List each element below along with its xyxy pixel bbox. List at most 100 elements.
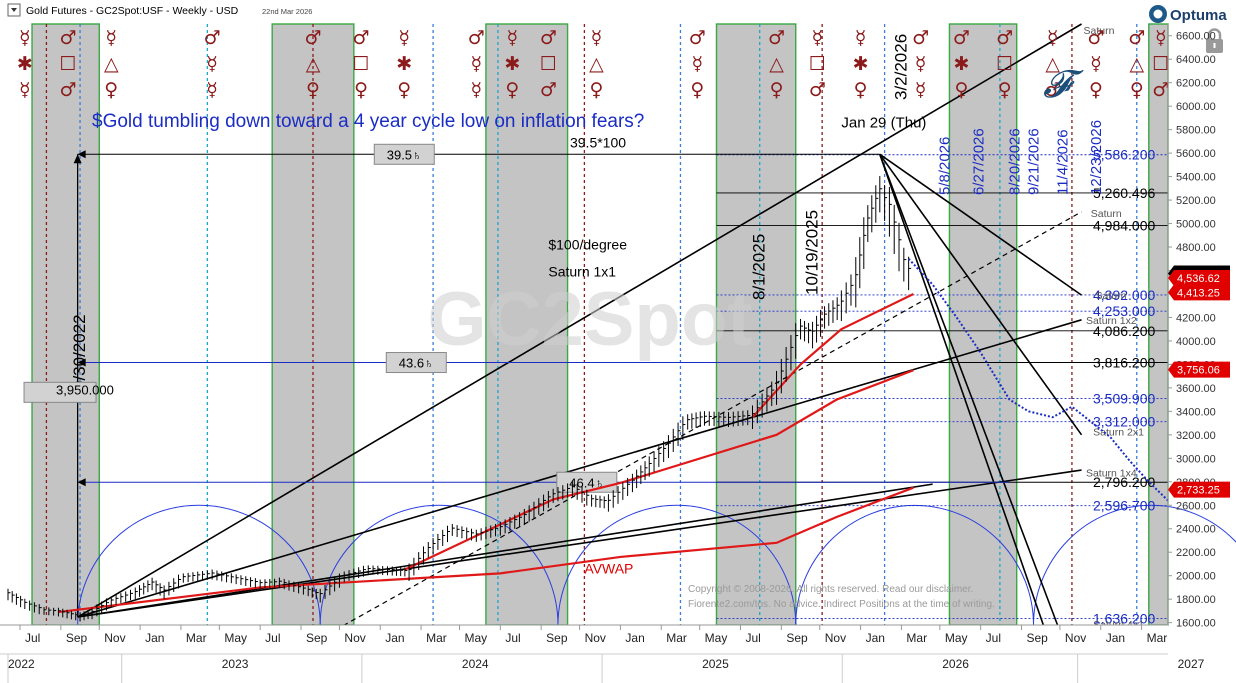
- astro-glyph-20-2: ♀: [1130, 79, 1144, 101]
- month-label-7: Sep: [306, 631, 328, 645]
- gann-line-3: [77, 483, 933, 618]
- astro-glyph-17-0: ♂: [996, 27, 1013, 49]
- header-date: 22nd Mar 2026: [262, 7, 312, 16]
- price-levels: 5,586.200 5,260.496 4,984.000 4,392.0004,25…: [716, 147, 1168, 626]
- vertical-date-5: 6/27/2026: [970, 128, 987, 195]
- annotation-2: $100/degree: [548, 236, 627, 252]
- month-label-2: Nov: [104, 631, 125, 645]
- astro-glyph-16-2: ♀: [954, 79, 968, 101]
- gann-line-6: [879, 153, 1083, 436]
- month-label-10: Mar: [426, 631, 447, 645]
- astro-glyph-3-1: ☿: [206, 53, 218, 75]
- astro-glyph-17-1: ☐: [996, 53, 1013, 75]
- price-tick-label-1: 1800.00: [1176, 594, 1216, 606]
- astro-glyph-0-2: ☿: [19, 79, 31, 101]
- astro-glyph-10-0: ☿: [591, 27, 603, 49]
- annotations: Jan 29 (Thu) 39.5*100 $100/degree Saturn 1x…: [23, 114, 926, 576]
- month-label-3: Jan: [145, 631, 164, 645]
- shaded-band-3: [715, 23, 797, 626]
- month-label-25: Sep: [1026, 631, 1048, 645]
- annotation-1: 39.5*100: [570, 134, 626, 150]
- astro-glyph-16-1: ✱: [953, 53, 969, 75]
- menu-icon[interactable]: [7, 3, 21, 17]
- header-title: Gold Futures - GC2Spot:USF - Weekly - US…: [26, 5, 239, 17]
- price-flag-bg-4: [1168, 481, 1230, 498]
- vertical-date-2: 10/19/2025: [803, 210, 822, 295]
- measure-arrow-1: [77, 358, 86, 367]
- astro-glyph-18-0: ☿: [1047, 27, 1059, 49]
- lock-icon[interactable]: [1206, 28, 1223, 54]
- astro-glyph-11-2: ♀: [690, 79, 704, 101]
- measure-label-0: 39.5♄: [387, 147, 422, 162]
- year-label-0: 2022: [8, 657, 35, 671]
- cycle-lines: [45, 24, 1138, 625]
- year-label-4: 2026: [942, 657, 969, 671]
- astro-glyph-15-0: ♂: [912, 27, 929, 49]
- optuma-logo: Optuma: [1149, 5, 1227, 24]
- price-tick-label-16: 4800.00: [1176, 242, 1216, 254]
- cycle-arc-4: [1033, 505, 1236, 626]
- cycle-arc-1: [319, 504, 559, 626]
- copyright-line-2: Fiorente2.com/tos. No advice. Indirect P…: [688, 599, 995, 610]
- astro-glyph-14-1: ✱: [853, 53, 869, 75]
- measure-box-1: [385, 352, 447, 374]
- astro-glyph-19-0: ♂: [1087, 27, 1104, 49]
- annotation-4: 3,950.000: [56, 382, 114, 397]
- price-level-label-1: 5,260.496: [1093, 185, 1155, 201]
- price-tick-label-7: 3000.00: [1176, 453, 1216, 465]
- price-tick-label-21: 5800.00: [1176, 125, 1216, 137]
- price-level-label-3: 4,392.000: [1093, 287, 1155, 303]
- price-level-label-5: 4,086.200: [1093, 323, 1155, 339]
- price-tick-label-19: 5400.00: [1176, 172, 1216, 184]
- astro-glyph-2-2: ♀: [104, 79, 118, 101]
- astro-glyph-21-2: ♂: [1152, 79, 1169, 101]
- header-bar: [0, 0, 1236, 22]
- month-label-18: Jul: [746, 631, 761, 645]
- month-label-13: Sep: [546, 631, 568, 645]
- astro-glyph-6-2: ♀: [397, 79, 411, 101]
- astro-glyph-2-0: ☿: [105, 27, 117, 49]
- vertical-date-0: 9/30/2022: [70, 314, 89, 390]
- astro-glyph-21-1: ☐: [1152, 53, 1169, 75]
- annotation-0: Jan 29 (Thu): [841, 114, 926, 131]
- astro-glyph-14-0: ☿: [855, 27, 867, 49]
- gann-line-8: [879, 154, 1054, 653]
- month-label-6: Jul: [265, 631, 280, 645]
- month-label-19: Sep: [786, 631, 808, 645]
- price-tick-label-5: 2600.00: [1176, 500, 1216, 512]
- astro-glyph-10-1: △: [589, 53, 604, 75]
- astro-glyph-17-2: ♀: [998, 79, 1012, 101]
- month-label-17: May: [705, 631, 728, 645]
- astro-glyph-8-0: ☿: [507, 27, 519, 49]
- astro-glyph-19-2: ♀: [1089, 79, 1103, 101]
- month-label-1: Sep: [66, 631, 88, 645]
- month-label-28: Mar: [1147, 631, 1168, 645]
- month-label-8: Nov: [344, 631, 365, 645]
- astro-glyph-8-2: ♀: [505, 79, 519, 101]
- astro-glyph-18-2: ♂: [1044, 79, 1061, 101]
- month-label-27: Jan: [1106, 631, 1125, 645]
- astro-glyph-2-1: △: [104, 53, 119, 75]
- astro-glyph-11-1: ☿: [691, 53, 703, 75]
- astro-glyph-20-1: △: [1129, 53, 1144, 75]
- vertical-date-6: 8/20/2026: [1006, 128, 1023, 195]
- price-flag-label-1: 4,536.62: [1177, 273, 1220, 285]
- gann-label-1: Saturn 1x2: [1086, 315, 1137, 327]
- vertical-measure-arrow: [73, 154, 82, 164]
- astro-glyph-5-1: ☐: [353, 53, 370, 75]
- gann-label-6: Saturn 2x1: [1093, 426, 1144, 438]
- year-label-3: 2025: [702, 657, 729, 671]
- price-tick-label-12: 4000.00: [1176, 336, 1216, 348]
- astro-glyph-1-0: ♂: [60, 27, 77, 49]
- cycle-arc-2: [557, 504, 797, 626]
- astro-glyph-10-2: ♀: [589, 79, 603, 101]
- year-label-5: 2027: [1178, 657, 1205, 671]
- cycle-arc-3: [795, 504, 1035, 626]
- price-axis: 1600.00 1800.00 2000.00 2200.00 2400.00 2600.…: [1167, 24, 1216, 630]
- projection-line: [907, 258, 1169, 502]
- astro-glyph-13-1: ☐: [809, 53, 826, 75]
- astro-glyph-3-0: ♂: [204, 27, 221, 49]
- astro-glyph-12-2: ♀: [770, 79, 784, 101]
- year-label-2: 2024: [462, 657, 489, 671]
